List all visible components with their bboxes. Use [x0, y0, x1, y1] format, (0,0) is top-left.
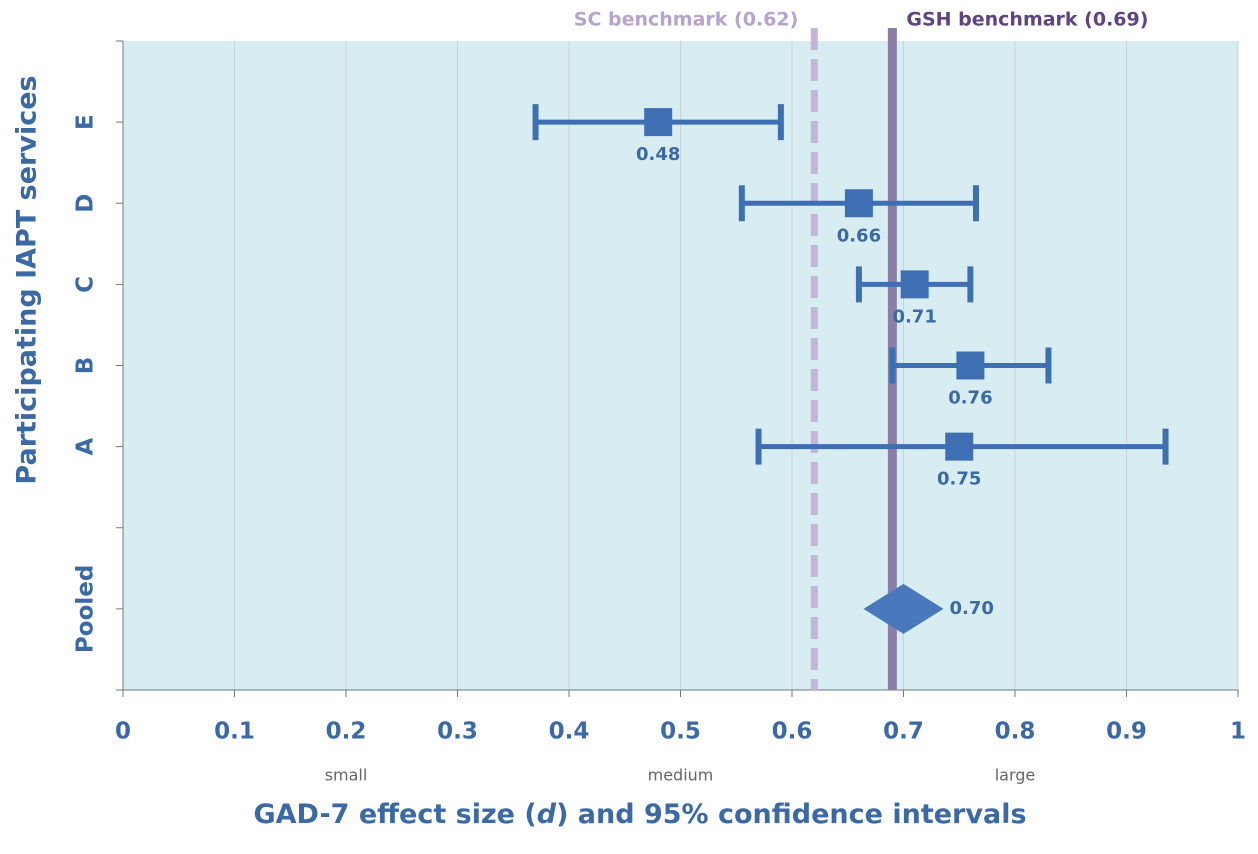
x-tick-label: 1: [1230, 719, 1246, 745]
x-tick-label: 0.3: [437, 719, 478, 745]
x-axis-title: GAD-7 effect size (d) and 95% confidence…: [253, 799, 1026, 830]
point-estimate: [945, 432, 974, 461]
x-tick-label: 0.6: [772, 719, 813, 745]
x-tick-label: 0.8: [995, 719, 1036, 745]
x-axis-title-part: GAD-7 effect size (: [253, 799, 536, 830]
y-tick-label: C: [73, 276, 99, 293]
x-tick-label: 0.2: [326, 719, 367, 745]
y-tick-label: A: [73, 438, 99, 456]
value-label: 0.71: [892, 306, 936, 327]
annotation: small: [325, 766, 368, 785]
pooled-diamond: [863, 583, 944, 634]
x-tick-label: 0.7: [883, 719, 924, 745]
point-estimate: [844, 189, 873, 218]
value-label: 0.70: [950, 598, 994, 619]
x-tick-label: 0.5: [660, 719, 701, 745]
value-label: 0.76: [948, 388, 992, 409]
reference-label: GSH benchmark (0.69): [906, 9, 1148, 31]
value-label: 0.75: [937, 469, 981, 490]
y-tick-label: D: [73, 194, 99, 213]
x-tick-label: 0: [115, 719, 131, 745]
x-tick-label: 0.1: [214, 719, 255, 745]
point-estimate: [956, 351, 985, 380]
point-estimate: [900, 270, 929, 299]
point-estimate: [644, 108, 673, 137]
y-tick-label: B: [73, 357, 99, 375]
value-label: 0.48: [636, 144, 680, 165]
y-tick-label: Pooled: [73, 565, 99, 653]
value-label: 0.66: [837, 225, 881, 246]
reference-label: SC benchmark (0.62): [574, 9, 799, 31]
x-tick-label: 0.4: [549, 719, 590, 745]
annotation: large: [995, 766, 1036, 785]
y-tick-label: E: [73, 114, 99, 130]
x-tick-label: 0.9: [1106, 719, 1147, 745]
x-axis-title-part: ) and 95% confidence intervals: [556, 799, 1026, 830]
x-axis-title-part: d: [537, 799, 557, 830]
y-axis-title: Participating IAPT services: [12, 75, 43, 484]
annotation: medium: [648, 766, 714, 785]
